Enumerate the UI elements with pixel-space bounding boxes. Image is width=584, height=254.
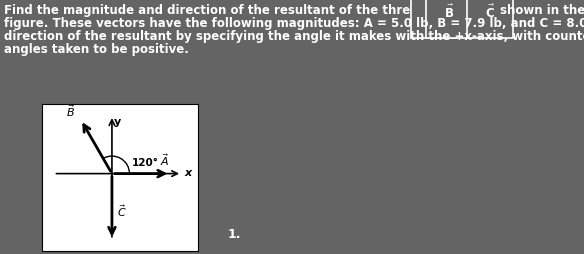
Text: Find the magnitude and direction of the resultant of the three force vectors,: Find the magnitude and direction of the … (4, 4, 519, 17)
Text: $\vec{C}$: $\vec{C}$ (117, 203, 126, 219)
Text: 120°: 120° (131, 157, 158, 167)
Text: figure. These vectors have the following magnitudes: A = 5.0 lb, B = 7.9 lb, and: figure. These vectors have the following… (4, 17, 584, 30)
Text: angles taken to be positive.: angles taken to be positive. (4, 43, 189, 56)
Text: x: x (185, 167, 192, 177)
Text: 1.: 1. (228, 227, 242, 240)
Text: $\vec{\mathbf{A}}$: $\vec{\mathbf{A}}$ (429, 4, 440, 21)
Text: $\vec{\mathbf{B}}$: $\vec{\mathbf{B}}$ (444, 4, 454, 21)
Text: $\vec{B}$: $\vec{B}$ (66, 103, 75, 118)
Text: $\vec{A}$: $\vec{A}$ (160, 151, 169, 167)
Text: and: and (467, 4, 492, 17)
Text: y: y (114, 117, 121, 127)
Text: $\vec{\mathbf{C}}$: $\vec{\mathbf{C}}$ (485, 4, 495, 21)
Text: direction of the resultant by specifying the angle it makes with the +x-axis, wi: direction of the resultant by specifying… (4, 30, 584, 43)
Text: shown in the: shown in the (500, 4, 584, 17)
